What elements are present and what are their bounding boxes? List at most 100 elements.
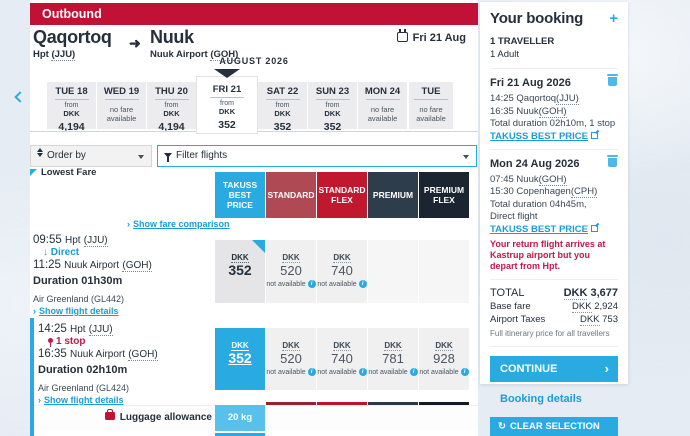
origin-city: Qaqortoq bbox=[33, 27, 112, 47]
segment-duration: Total duration 04h45m, Direct flight bbox=[490, 198, 587, 223]
flight-1-fare-premium bbox=[368, 240, 418, 303]
day-card-sat22[interactable]: SAT 22 from DKK 352 bbox=[258, 82, 307, 132]
selected-day-pointer-icon bbox=[214, 69, 240, 78]
flight-2-fare-premium-flex[interactable]: DKK 928 not available i bbox=[419, 328, 469, 390]
segment-departure: 14:25 Qaqortoq(JJU) bbox=[490, 93, 579, 105]
info-icon[interactable]: i bbox=[460, 368, 469, 376]
route-arrow-icon: ➜ bbox=[129, 35, 141, 51]
info-icon[interactable]: i bbox=[358, 280, 367, 288]
total-label: TOTAL bbox=[490, 286, 525, 299]
info-icon[interactable]: i bbox=[409, 368, 418, 376]
selected-flight-indicator bbox=[30, 318, 34, 436]
clear-selection-button[interactable]: ↻ CLEAR SELECTION bbox=[490, 416, 618, 436]
total-value: DKK 3,677 bbox=[563, 286, 618, 300]
day-card-tue18[interactable]: TUE 18 from DKK 4,194 bbox=[47, 82, 96, 132]
flight-1-stops: ↓ Direct bbox=[43, 247, 80, 258]
segment-date: Fri 21 Aug 2026 bbox=[490, 77, 571, 89]
lowest-fare-label: Lowest Fare bbox=[30, 167, 96, 178]
flight-1-arrival: 11:25 Nuuk Airport (GOH) bbox=[33, 259, 152, 272]
flight-2-info: 14:25 Hpt (JJU) 1 stop 16:35 Nuuk Airpor… bbox=[38, 323, 218, 405]
chevron-right-icon: › bbox=[604, 360, 609, 376]
info-icon[interactable]: i bbox=[307, 280, 316, 288]
info-icon[interactable]: i bbox=[307, 368, 316, 376]
continue-button[interactable]: CONTINUE › bbox=[490, 355, 618, 382]
flight-1-fare-premium-flex bbox=[419, 240, 469, 303]
flight-2-fare-standard[interactable]: DKK 520 not available i bbox=[266, 328, 316, 390]
fare-column-standard-flex: STANDARD FLEX bbox=[317, 172, 367, 218]
calendar-month-label: AUGUST 2026 bbox=[219, 56, 289, 66]
outbound-header: Outbound bbox=[30, 3, 478, 25]
booking-segment-outbound: Fri 21 Aug 2026 14:25 Qaqortoq(JJU) 16:3… bbox=[490, 69, 618, 150]
flight-2-details-link[interactable]: › Show flight details bbox=[38, 395, 124, 405]
day-card-sun23[interactable]: SUN 23 from DKK 352 bbox=[308, 82, 357, 132]
chevron-down-icon bbox=[138, 155, 144, 159]
refresh-icon: ↻ bbox=[498, 420, 506, 432]
trash-icon[interactable] bbox=[607, 154, 618, 169]
chevron-down-icon bbox=[463, 155, 469, 159]
external-link-icon bbox=[591, 131, 599, 139]
selected-date-chip: Fri 21 Aug bbox=[396, 29, 466, 44]
carousel-prev-icon[interactable] bbox=[13, 91, 27, 107]
premium-flex-column-bar bbox=[419, 402, 469, 405]
booking-summary-panel: Your booking + 1 TRAVELLER 1 Adult Fri 2… bbox=[480, 2, 628, 436]
taxes-value: DKK 753 bbox=[579, 313, 618, 326]
corner-ribbon-icon bbox=[252, 240, 265, 253]
travellers-count: 1 TRAVELLER bbox=[490, 36, 555, 47]
taxes-label: Airport Taxes bbox=[490, 313, 546, 325]
flight-1-fare-standard[interactable]: DKK 520 not available i bbox=[266, 240, 316, 303]
standard-flex-column-bar bbox=[317, 402, 367, 405]
booking-segment-return: Mon 24 Aug 2026 07:45 Nuuk(GOH) 15:30 Co… bbox=[490, 150, 618, 280]
premium-column-bar bbox=[368, 402, 418, 405]
next-row-peek bbox=[215, 433, 265, 436]
luggage-allowance-value: 20 kg bbox=[215, 405, 265, 431]
flight-1-departure: 09:55 Hpt (JJU) bbox=[33, 234, 108, 247]
booking-details-link[interactable]: Booking details bbox=[500, 392, 582, 405]
fare-column-standard: STANDARD bbox=[266, 172, 316, 218]
luggage-icon bbox=[104, 409, 115, 420]
stop-icon bbox=[48, 338, 53, 347]
fare-column-takuss: TAKUSS BEST PRICE bbox=[215, 172, 265, 218]
calendar-icon bbox=[396, 29, 408, 42]
base-fare-value: DKK 2,924 bbox=[572, 300, 618, 313]
filter-flights-select[interactable]: Filter flights bbox=[157, 145, 477, 167]
flight-2-stops: 1 stop bbox=[48, 336, 218, 347]
show-fare-comparison-link[interactable]: › Show fare comparison bbox=[127, 219, 230, 229]
flight-1-details-link[interactable]: › Show flight details bbox=[33, 306, 119, 316]
fare-column-premium-flex: PREMIUM FLEX bbox=[419, 172, 469, 218]
flight-1-fare-takuss[interactable]: DKK 352 bbox=[215, 240, 265, 303]
fare-class-link[interactable]: TAKUSS BEST PRICE bbox=[490, 223, 589, 235]
day-card-fri21-selected[interactable]: FRI 21 from DKK 352 bbox=[197, 77, 257, 133]
filter-icon bbox=[164, 153, 172, 162]
price-note: Full itinerary price for all travellers bbox=[490, 329, 618, 347]
flight-2-fare-standard-flex[interactable]: DKK 740 not available i bbox=[317, 328, 367, 390]
flight-2-departure: 14:25 Hpt (JJU) bbox=[38, 323, 113, 336]
flight-1-fare-standard-flex[interactable]: DKK 740 not available i bbox=[317, 240, 367, 303]
order-by-select[interactable]: Order by bbox=[30, 145, 152, 167]
flight-1-airline: Air Greenland (GL442) bbox=[33, 294, 125, 304]
flight-2-fare-takuss-selected[interactable]: DKK 352 bbox=[215, 328, 265, 390]
return-flight-warning: Your return flight arrives at Kastrup ai… bbox=[490, 238, 606, 271]
trash-icon[interactable] bbox=[607, 74, 618, 88]
flight-2-duration: Duration 02h10m bbox=[38, 364, 128, 376]
flight-2-fare-premium[interactable]: DKK 781 not available i bbox=[368, 328, 418, 390]
booking-title: Your booking bbox=[490, 10, 584, 27]
flight-1-duration: Duration 01h30m bbox=[33, 275, 123, 287]
sort-icon bbox=[37, 147, 43, 157]
results-panel: Outbound Qaqortoq Hpt (JJU) ➜ Nuuk Nuuk … bbox=[30, 0, 496, 436]
day-card-thu20[interactable]: THU 20 from DKK 4,194 bbox=[147, 82, 196, 132]
standard-column-bar bbox=[266, 402, 316, 405]
flight-2-airline: Air Greenland (GL424) bbox=[38, 383, 130, 393]
external-link-icon bbox=[591, 224, 599, 232]
add-icon[interactable]: + bbox=[609, 10, 618, 27]
fare-class-link[interactable]: TAKUSS BEST PRICE bbox=[490, 130, 589, 142]
luggage-allowance-label: Luggage allowance bbox=[90, 409, 212, 423]
day-card-mon24[interactable]: MON 24 no fare available bbox=[358, 82, 407, 129]
segment-arrival: 15:30 Copenhagen(CPH) bbox=[490, 186, 598, 198]
day-card-tue25-partial[interactable]: TUE no fare available bbox=[409, 82, 453, 129]
flight-2-arrival: 16:35 Nuuk Airport (GOH) bbox=[38, 348, 158, 361]
lowest-fare-icon bbox=[30, 169, 37, 176]
day-card-wed19[interactable]: WED 19 no fare available bbox=[97, 82, 146, 129]
segment-date: Mon 24 Aug 2026 bbox=[490, 157, 580, 170]
travellers-detail: 1 Adult bbox=[490, 49, 618, 69]
info-icon[interactable]: i bbox=[358, 368, 367, 376]
